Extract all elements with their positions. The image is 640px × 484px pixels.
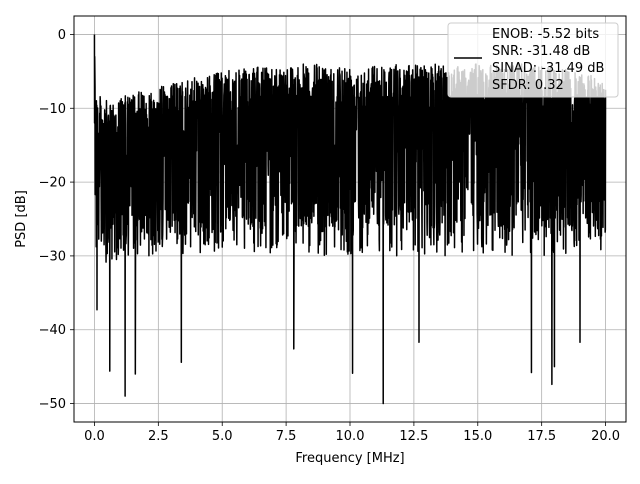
y-tick-label: −40 (39, 323, 66, 338)
x-tick-label: 7.5 (276, 429, 297, 444)
y-tick-label: −30 (39, 249, 66, 264)
x-tick-label: 5.0 (212, 429, 233, 444)
x-tick-label: 10.0 (336, 429, 365, 444)
legend-snr: SNR: -31.48 dB (492, 44, 590, 59)
psd-series-line (93, 34, 607, 405)
x-tick-label: 15.0 (463, 429, 492, 444)
y-axis-label: PSD [dB] (14, 190, 29, 248)
y-tick-label: −10 (39, 102, 66, 117)
legend-sinad: SINAD: -31.49 dB (492, 61, 604, 76)
legend-sfdr: SFDR: 0.32 (492, 78, 564, 93)
x-tick-label: 2.5 (148, 429, 169, 444)
data-layer (93, 34, 607, 405)
x-tick-label: 12.5 (399, 429, 428, 444)
x-tick-label: 20.0 (591, 429, 620, 444)
legend-enob: ENOB: -5.52 bits (492, 27, 599, 42)
legend-box (447, 22, 619, 98)
y-tick-label: 0 (58, 28, 66, 43)
y-tick-label: −20 (39, 176, 66, 191)
y-tick-label: −50 (39, 397, 66, 412)
x-axis-label: Frequency [MHz] (295, 451, 404, 466)
x-tick-label: 17.5 (527, 429, 556, 444)
x-tick-label: 0.0 (84, 429, 105, 444)
tick-layer: 0.0 2.5 5.0 7.5 10.0 12.5 15.0 17.5 20.0 0 −10 −20 −… (39, 28, 620, 444)
legend: ENOB: -5.52 bits SNR: -31.48 dB SINAD: -… (447, 22, 619, 98)
